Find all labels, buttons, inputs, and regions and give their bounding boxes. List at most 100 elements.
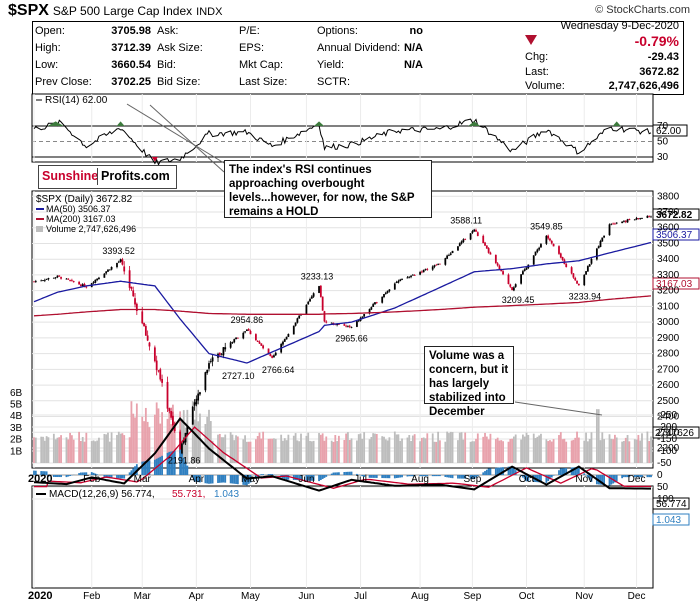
candle-body <box>386 290 389 293</box>
macd-histogram-bar <box>231 475 234 484</box>
volume-bar <box>107 432 109 463</box>
rsi-overbought-fill <box>116 121 125 126</box>
volume-bar <box>166 418 169 463</box>
macd-histogram-bar <box>549 475 551 480</box>
macd-histogram-bar <box>287 475 290 480</box>
volume-bar <box>637 434 640 463</box>
x-axis-label: Apr <box>189 591 205 602</box>
volume-bar <box>626 435 629 463</box>
x-axis-labels: 2020 2020 Feb Feb Mar Mar Apr Apr May May Jun Jun Ju… <box>28 473 645 602</box>
macd-histogram-bar <box>244 475 246 486</box>
high-label: High: <box>35 42 61 54</box>
x-axis-label: Dec <box>628 474 646 485</box>
candle-body <box>141 311 144 324</box>
candle-body <box>67 278 70 280</box>
candle-body <box>307 301 310 305</box>
macd-histogram-bar <box>103 475 106 478</box>
macd-histogram-bar <box>464 475 467 479</box>
macd-histogram-bar <box>193 475 196 482</box>
volume-bar <box>411 435 414 463</box>
candle-body <box>615 222 618 224</box>
macd-histogram-bar <box>224 475 227 483</box>
candle-body <box>271 355 274 358</box>
volume-bar <box>552 439 555 463</box>
volume-bar <box>195 402 198 463</box>
macd-histogram-bar <box>271 474 274 475</box>
volume-bar <box>300 433 302 463</box>
volume-bar <box>489 433 492 463</box>
candle-body <box>60 277 62 279</box>
volume-bar <box>244 435 246 463</box>
candle-body <box>363 314 366 317</box>
candle-body <box>305 304 308 315</box>
volume-bar <box>572 439 575 463</box>
macd-tick-label: 50 <box>657 482 669 493</box>
macd-histogram-bar <box>462 475 465 479</box>
volume-tick-label: 5B <box>10 400 23 411</box>
macd-histogram-bar <box>545 475 548 483</box>
volume-bar <box>307 432 310 463</box>
candle-body <box>523 269 526 271</box>
volume-bar <box>599 440 602 463</box>
candle-body <box>614 223 616 225</box>
macd-histogram-bar <box>236 475 239 485</box>
macd-histogram-bar <box>615 475 618 482</box>
volume-bar <box>80 440 82 463</box>
macd-histogram-bar <box>460 475 463 479</box>
macd-histogram-bar <box>525 475 528 482</box>
candle-body <box>182 440 185 444</box>
ticker-symbol: $SPX <box>8 2 49 19</box>
candle-body <box>181 443 183 456</box>
volume-bar <box>269 438 272 463</box>
macd-histogram-bar <box>211 475 214 484</box>
volume-bar <box>123 435 126 463</box>
volume-bar <box>159 423 162 463</box>
macd-histogram-bar <box>374 475 376 478</box>
macd-histogram-bar <box>159 456 162 475</box>
candle-body <box>173 427 176 431</box>
candle-body <box>206 370 209 373</box>
volume-bar <box>357 434 360 463</box>
candle-body <box>511 287 513 291</box>
candle-body <box>274 352 277 356</box>
quote-table: Open: 3705.98 High: 3712.39 Low: 3660.54… <box>32 20 684 95</box>
open-value: 3705.98 <box>111 25 151 37</box>
volume-bar <box>381 436 384 463</box>
volume-bar <box>487 439 490 463</box>
candle-body <box>107 269 109 272</box>
volume-bar <box>514 434 517 463</box>
rsi-value-tag <box>652 124 688 137</box>
macd-histogram-bar <box>347 471 349 475</box>
candle-body <box>484 242 486 246</box>
volume-bar <box>233 440 236 463</box>
candle-body <box>590 258 593 264</box>
macd-histogram-bar <box>375 475 378 478</box>
quote-date: Wednesday 9-Dec-2020 <box>560 20 679 32</box>
ma50-legend: MA(50) 3506.37 <box>46 204 111 214</box>
macd-histogram-bar <box>247 475 250 484</box>
candle-body <box>601 237 604 242</box>
pe-label: P/E: <box>239 25 260 37</box>
volume-tick-label: 1B <box>10 446 23 457</box>
volume-bar <box>509 438 512 463</box>
volume-bar <box>356 440 358 463</box>
candle-body <box>69 279 71 281</box>
macd-tick-label: -250 <box>657 410 677 421</box>
volume-bar <box>67 439 70 463</box>
volume-bar <box>395 434 398 463</box>
volume-bar <box>612 439 615 463</box>
macd-histogram-bar <box>52 475 55 477</box>
macd-histogram-bar <box>536 475 539 483</box>
macd-histogram-bar <box>309 475 311 481</box>
macd-histogram-bar <box>383 475 385 479</box>
volume-bar <box>128 437 131 463</box>
price-legend: $SPX (Daily) 3672.82 <box>36 194 133 205</box>
volume-bar <box>473 441 476 463</box>
macd-panel-frame <box>31 485 654 589</box>
candle-body <box>172 415 174 426</box>
volume-bar <box>98 437 100 463</box>
candle-body <box>343 324 346 326</box>
candle-body <box>574 277 577 281</box>
volume-bar <box>318 433 320 463</box>
candle-body <box>166 381 169 409</box>
